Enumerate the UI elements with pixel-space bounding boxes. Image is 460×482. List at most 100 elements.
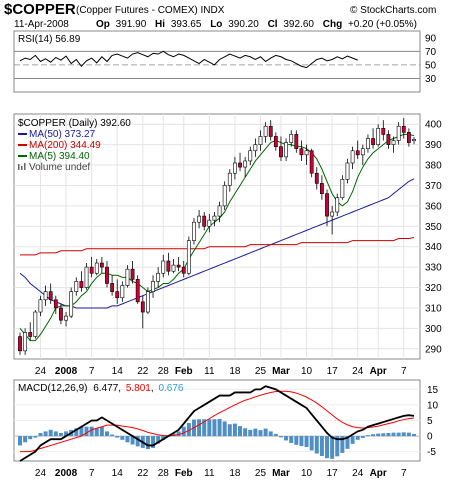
watermark: © StockCharts.com (350, 5, 436, 16)
macd-tick-15: 15 (427, 385, 439, 396)
hi-label: Hi (155, 19, 165, 30)
candle-body-65 (350, 150, 355, 164)
macd-hist-bar-11 (74, 428, 79, 437)
macd-hist-bar-18 (110, 434, 115, 437)
macd-hist-bar-72 (386, 432, 391, 437)
candle-body-20 (120, 285, 125, 299)
macd-xtick-11: 10 (301, 468, 313, 479)
macd-xtick-4: 22 (137, 468, 149, 479)
candle-body-61 (330, 211, 335, 217)
price-xtick-0: 24 (35, 366, 47, 377)
candle-body-39 (217, 205, 222, 217)
ma200-line (20, 237, 415, 256)
price-xtick-8: 18 (229, 366, 241, 377)
macd-hist-bar-64 (345, 436, 350, 449)
price-xtick-14: Apr (370, 366, 387, 377)
macd-hist-bar-42 (232, 423, 237, 437)
macd-hist-bar-38 (212, 419, 217, 437)
macd-label-prefix: MACD(12,26,9) (18, 383, 87, 394)
candle-body-60 (325, 193, 329, 217)
legend-volume: Volume undef (29, 162, 90, 173)
ma50-line (19, 178, 415, 309)
macd-hist-bar-0 (18, 436, 22, 446)
cl-value: 392.60 (283, 19, 314, 30)
candle-body-64 (345, 162, 350, 180)
candle-body-73 (391, 140, 396, 145)
macd-hist-bar-37 (207, 419, 212, 437)
rsi-layer: 30 50 70 90 (14, 33, 437, 85)
candle-body-5 (43, 291, 48, 301)
price-tick-320: 320 (425, 283, 442, 294)
candle-body-62 (335, 197, 340, 213)
candle-body-75 (401, 125, 406, 133)
macd-hist-bar-49 (268, 431, 273, 437)
candle-body-0 (18, 336, 22, 352)
candle-body-14 (89, 266, 94, 274)
candle-body-70 (376, 127, 381, 145)
candle-body-59 (319, 183, 324, 194)
macd-hist-bar-40 (222, 421, 227, 437)
macd-xtick-1: 2008 (55, 468, 78, 479)
candle-body-8 (59, 307, 63, 321)
macd-hist-bar-76 (406, 432, 411, 437)
macd-hist-bar-36 (202, 419, 207, 437)
price-xtick-1: 2008 (55, 366, 78, 377)
price-xtick-2: 7 (89, 366, 95, 377)
candle-body-15 (94, 262, 99, 274)
macd-hist-bar-32 (181, 426, 186, 437)
chart-symbol: $COPPER (4, 1, 76, 18)
macd-hist-bar-21 (125, 436, 130, 443)
macd-hist-bar-3 (33, 436, 38, 438)
candle-body-18 (110, 283, 115, 292)
candle-body-3 (33, 311, 38, 337)
macd-hist-bar-19 (115, 436, 120, 438)
macd-hist-bar-2 (28, 436, 33, 440)
candle-body-57 (309, 150, 314, 174)
candle-body-67 (360, 148, 365, 156)
rsi-label: RSI(14) 56.89 (18, 34, 81, 45)
price-legend: MA(50) 373.27 MA(200) 344.49 MA(5) 394.4… (18, 129, 101, 173)
candle-body-25 (146, 291, 150, 313)
macd-hist-bar-60 (325, 436, 330, 459)
chg-value: +0.20 (+0.05%) (348, 19, 417, 30)
candle-body-66 (355, 150, 360, 156)
quote-line: Op 391.90 Hi 393.65 Lo 390.20 Cl 392.60 … (96, 19, 417, 30)
macd-hist-bar-31 (176, 431, 181, 437)
macd-hist-bar-13 (84, 426, 89, 437)
candle-body-77 (412, 139, 416, 142)
chart-instrument-name: (Copper Futures - COMEX) INDX (76, 5, 225, 16)
candle-body-29 (166, 260, 171, 272)
candle-body-21 (125, 268, 130, 286)
macd-label-comma1: , (118, 383, 121, 394)
macd-tick--5: -5 (427, 447, 436, 458)
candle-body-40 (222, 185, 227, 207)
price-tick-340: 340 (425, 242, 442, 253)
candle-body-28 (161, 260, 166, 274)
candle-body-10 (69, 291, 74, 317)
ma5-line (19, 133, 415, 342)
macd-xtick-3: 14 (112, 468, 124, 479)
macd-hist-bar-23 (135, 436, 140, 447)
lo-label: Lo (210, 19, 222, 30)
chart-date: 11-Apr-2008 (14, 19, 69, 30)
price-tick-330: 330 (425, 263, 442, 274)
candle-body-35 (197, 215, 201, 223)
op-label: Op (96, 19, 110, 30)
macd-tick-10: 10 (427, 400, 439, 411)
macd-label-macd: 6.477 (93, 383, 118, 394)
cl-label: Cl (268, 19, 278, 30)
price-xtick-15: 7 (401, 366, 407, 377)
candle-body-27 (156, 272, 161, 282)
candle-body-36 (202, 215, 207, 227)
legend-ma5: MA(5) 394.40 (29, 151, 90, 162)
candle-body-47 (258, 136, 263, 145)
macd-hist-bar-4 (38, 432, 43, 437)
candle-body-74 (396, 125, 401, 141)
hi-value: 393.65 (171, 19, 202, 30)
candle-body-76 (406, 132, 411, 143)
price-tick-370: 370 (425, 181, 442, 192)
macd-hist-bar-63 (340, 436, 345, 453)
candle-body-4 (38, 299, 43, 313)
macd-label: MACD(12,26,9) 6.477, 5.801, 0.676 (18, 383, 184, 394)
